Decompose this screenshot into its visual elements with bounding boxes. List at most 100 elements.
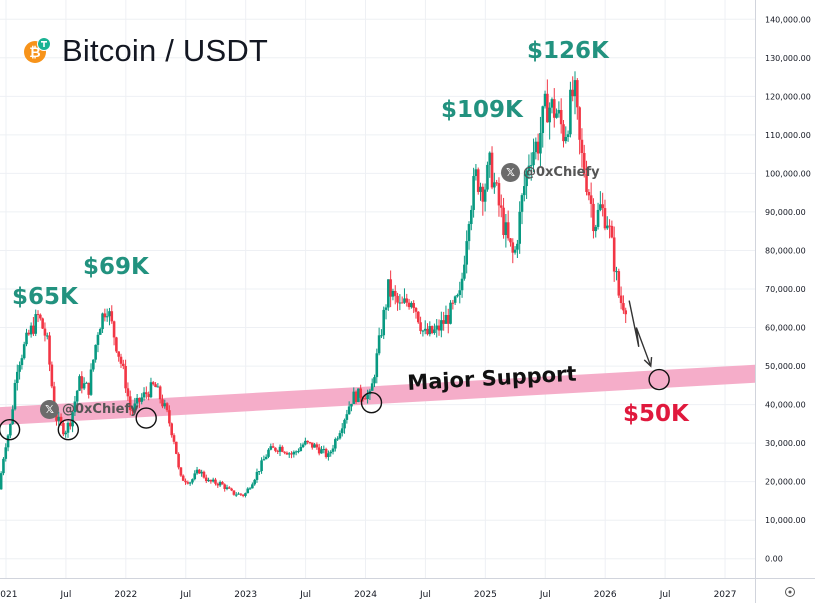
price-axis[interactable]: 0.00 10,000.00 20,000.00 30,000.00 40,000.00… bbox=[755, 0, 811, 603]
y-tick-label: 60,000.00 bbox=[765, 324, 806, 333]
candle-body bbox=[145, 392, 148, 395]
candle-body bbox=[223, 484, 227, 489]
candle-body bbox=[421, 330, 425, 332]
candle-body bbox=[472, 176, 475, 210]
candle-body bbox=[329, 451, 333, 454]
candle-body bbox=[181, 475, 185, 481]
candle-body bbox=[32, 325, 35, 334]
candle-body bbox=[601, 204, 604, 209]
candle-body bbox=[108, 311, 111, 317]
candle-body bbox=[281, 446, 284, 452]
candle-body bbox=[6, 435, 10, 448]
candle-body bbox=[453, 296, 457, 303]
candle-body bbox=[304, 440, 307, 445]
candle-body bbox=[451, 302, 455, 304]
candle-body bbox=[518, 211, 521, 244]
candle-body bbox=[66, 422, 70, 433]
candle-body bbox=[370, 383, 374, 391]
candle-body bbox=[548, 107, 551, 123]
candle-body bbox=[324, 448, 328, 458]
y-tick-label: 40,000.00 bbox=[765, 401, 806, 410]
chart-header: ₿ Bitcoin / USDT bbox=[22, 33, 268, 69]
candle-body bbox=[253, 479, 256, 485]
candle-body bbox=[357, 388, 360, 402]
auto-scale-icon[interactable] bbox=[784, 586, 796, 598]
candle-body bbox=[380, 335, 383, 337]
candle-body bbox=[64, 432, 67, 435]
candle-body bbox=[350, 403, 353, 407]
support-touch-circle bbox=[57, 418, 80, 441]
candle-body bbox=[202, 471, 206, 478]
candle-body bbox=[82, 383, 86, 389]
candle-body bbox=[158, 386, 162, 400]
candle-body bbox=[276, 450, 280, 452]
candle-body bbox=[610, 225, 614, 238]
candle-body bbox=[467, 224, 471, 242]
candle-body bbox=[241, 494, 245, 496]
candle-body bbox=[596, 209, 600, 227]
candle-body bbox=[306, 440, 309, 443]
candle-body bbox=[43, 328, 47, 336]
watermark: 𝕏 @0xChiefy bbox=[501, 163, 600, 182]
candle-body bbox=[527, 165, 531, 171]
candle-body bbox=[483, 189, 487, 202]
y-tick-label: 50,000.00 bbox=[765, 362, 806, 371]
candle-body bbox=[513, 249, 517, 253]
candle-body bbox=[234, 494, 238, 496]
candle-body bbox=[497, 183, 501, 206]
candle-body bbox=[36, 314, 40, 316]
candle-body bbox=[168, 410, 171, 424]
candle-body bbox=[520, 195, 524, 212]
candle-body bbox=[115, 337, 118, 352]
candle-body bbox=[352, 391, 356, 404]
x-tick-label: 2026 bbox=[594, 590, 617, 600]
candle-body bbox=[532, 152, 535, 166]
candle-body bbox=[221, 482, 224, 485]
candle-body bbox=[94, 344, 97, 360]
candle-body bbox=[225, 487, 229, 489]
candle-body bbox=[297, 451, 300, 453]
y-tick-label: 30,000.00 bbox=[765, 439, 806, 448]
candle-body bbox=[48, 335, 51, 365]
candle-body bbox=[359, 388, 362, 398]
candle-body bbox=[622, 303, 625, 311]
candle-body bbox=[502, 207, 505, 235]
watermark: 𝕏 @0xChiefy bbox=[40, 400, 139, 419]
candle-body bbox=[147, 394, 150, 398]
candle-body bbox=[230, 488, 233, 491]
candle-body bbox=[389, 279, 392, 297]
candle-body bbox=[573, 80, 577, 97]
candle-body bbox=[345, 414, 349, 420]
candle-body bbox=[292, 451, 296, 455]
candle-body bbox=[428, 326, 432, 335]
candle-body bbox=[499, 205, 503, 208]
y-tick-label: 0.00 bbox=[765, 555, 783, 564]
candle-body bbox=[580, 139, 584, 153]
candle-body bbox=[101, 313, 104, 330]
candle-body bbox=[179, 467, 183, 476]
candle-body bbox=[387, 279, 390, 308]
candle-body bbox=[138, 397, 141, 402]
candle-body bbox=[373, 377, 376, 384]
candle-body bbox=[124, 366, 127, 389]
watermark-text: @0xChiefy bbox=[523, 165, 600, 180]
candle-body bbox=[269, 446, 273, 450]
candle-body bbox=[317, 447, 321, 454]
candle-body bbox=[71, 412, 74, 427]
candle-body bbox=[495, 182, 498, 184]
candle-body bbox=[608, 225, 611, 227]
candle-body bbox=[191, 479, 194, 483]
candle-body bbox=[615, 271, 618, 273]
x-tick-label: 2024 bbox=[354, 590, 377, 600]
candle-body bbox=[96, 334, 100, 345]
candle-body bbox=[536, 141, 540, 154]
candle-body bbox=[504, 222, 508, 235]
candle-body bbox=[251, 484, 254, 489]
time-axis[interactable]: 2021 Jul 2022 Jul 2023 Jul 2024 Jul 2025 Jul 2026 J… bbox=[0, 578, 815, 601]
x-tick-label: Jul bbox=[539, 590, 551, 600]
chart-gridlines bbox=[0, 0, 755, 578]
candle-body bbox=[398, 302, 402, 304]
candle-body bbox=[589, 195, 593, 204]
candle-body bbox=[278, 446, 282, 452]
